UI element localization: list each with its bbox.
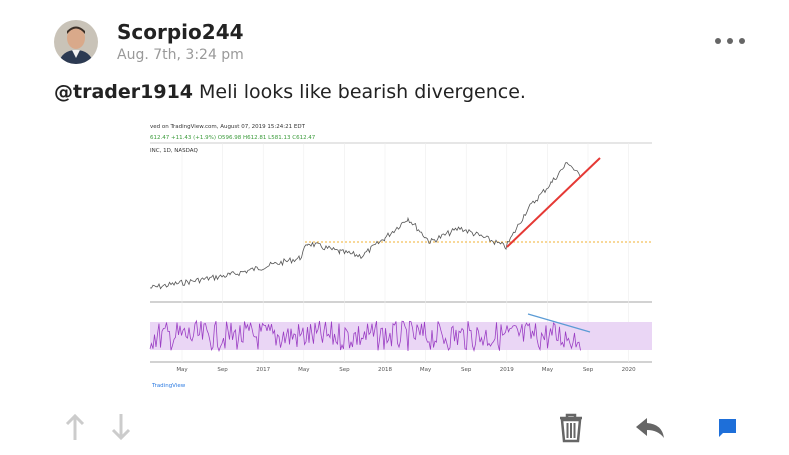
chart-image: ved on TradingView.com, August 07, 2019 …: [148, 118, 655, 392]
x-tick-label: May: [298, 367, 310, 373]
price-line: [149, 162, 581, 290]
downvote-button[interactable]: [104, 410, 138, 444]
x-tick-label: 2020: [622, 367, 636, 373]
upvote-button[interactable]: [58, 410, 92, 444]
x-tick-label: 2018: [378, 367, 392, 373]
image-quote: 612.47 +11.43 (+1.9%) O596.98 H612.81 L5…: [150, 135, 316, 141]
image-header: ved on TradingView.com, August 07, 2019 …: [150, 124, 306, 130]
delete-button[interactable]: [554, 410, 588, 444]
x-tick-label: May: [176, 367, 188, 373]
x-tick-label: Sep: [583, 367, 594, 373]
flag-button[interactable]: [710, 410, 744, 444]
image-legend: INC, 1D, NASDAQ: [150, 148, 198, 154]
x-tick-label: 2017: [256, 367, 270, 373]
author-name[interactable]: Scorpio244: [117, 20, 244, 44]
more-menu[interactable]: [712, 30, 748, 52]
trend-line: [506, 157, 601, 248]
x-tick-label: Sep: [461, 367, 472, 373]
x-tick-label: May: [542, 367, 554, 373]
post-text: @trader1914 Meli looks like bearish diver…: [54, 81, 526, 103]
mention[interactable]: @trader1914: [54, 81, 194, 103]
timestamp: Aug. 7th, 3:24 pm: [117, 47, 244, 63]
message: Meli looks like bearish divergence.: [199, 81, 526, 103]
x-tick-label: 2019: [500, 367, 514, 373]
divergence-line: [527, 313, 591, 333]
x-tick-label: May: [420, 367, 432, 373]
x-axis: May Sep 2017 May Sep 2018 May Sep 2019 May Sep 2020: [176, 367, 636, 373]
rsi-line: [149, 319, 581, 353]
x-tick-label: Sep: [217, 367, 228, 373]
avatar[interactable]: [54, 20, 98, 64]
reply-button[interactable]: [633, 410, 667, 444]
x-tick-label: Sep: [339, 367, 350, 373]
image-source: TradingView: [151, 383, 186, 389]
